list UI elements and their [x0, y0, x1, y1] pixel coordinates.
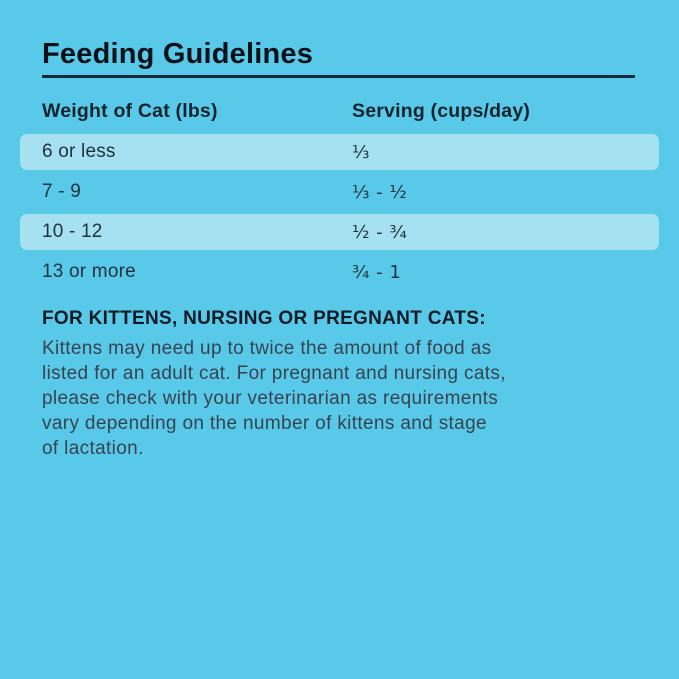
weight-cell: 7 - 9 — [42, 181, 82, 202]
note-line: vary depending on the number of kittens … — [42, 413, 487, 434]
note-heading: FOR KITTENS, NURSING OR PREGNANT CATS: — [42, 308, 486, 329]
serving-cell: ½ - ¾ — [352, 221, 408, 243]
serving-cell: ⅓ - ½ — [352, 181, 408, 203]
serving-cell: ⅓ — [352, 141, 370, 163]
kittens-note: FOR KITTENS, NURSING OR PREGNANT CATS: K… — [42, 306, 632, 461]
feeding-table-body: 6 or less ⅓ 7 - 9 ⅓ - ½ 10 - 12 ½ - ¾ 13… — [20, 134, 659, 294]
table-row: 10 - 12 ½ - ¾ — [20, 214, 659, 250]
title-underline — [42, 75, 635, 78]
table-row: 7 - 9 ⅓ - ½ — [20, 174, 659, 210]
table-row: 6 or less ⅓ — [20, 134, 659, 170]
note-line: of lactation. — [42, 438, 144, 459]
note-line: Kittens may need up to twice the amount … — [42, 338, 492, 359]
weight-cell: 13 or more — [42, 261, 136, 282]
note-line: please check with your veterinarian as r… — [42, 388, 499, 409]
column-header-weight: Weight of Cat (lbs) — [42, 100, 218, 122]
page-title: Feeding Guidelines — [42, 38, 314, 70]
note-line: listed for an adult cat. For pregnant an… — [42, 363, 506, 384]
table-row: 13 or more ¾ - 1 — [20, 254, 659, 290]
weight-cell: 6 or less — [42, 141, 116, 162]
serving-cell: ¾ - 1 — [352, 261, 402, 283]
weight-cell: 10 - 12 — [42, 221, 103, 242]
column-header-serving: Serving (cups/day) — [352, 100, 531, 122]
table-header-row: Weight of Cat (lbs) Serving (cups/day) — [42, 100, 659, 123]
